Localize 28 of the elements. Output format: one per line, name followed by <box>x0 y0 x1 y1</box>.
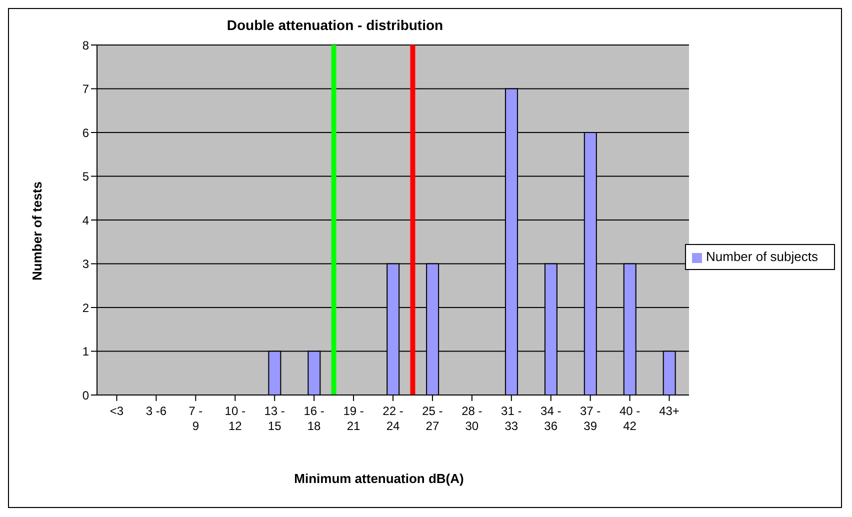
x-tick-label: <3 <box>110 404 124 418</box>
y-tick-label: 1 <box>82 344 90 359</box>
x-tick-label: 43+ <box>659 404 680 418</box>
x-tick-label: 13 - 15 <box>264 404 285 433</box>
x-tick-label: 19 - 21 <box>343 404 364 433</box>
x-tick-label: 3 -6 <box>146 404 167 418</box>
x-tick-label: 22 - 24 <box>382 404 404 433</box>
x-tick-label: 28 - 30 <box>462 404 482 433</box>
x-tick-label: 25 - 27 <box>422 404 443 433</box>
x-tick-label: 16 - 18 <box>304 404 324 433</box>
x-axis-title: Minimum attenuation dB(A) <box>293 471 465 486</box>
x-tick-label: 40 - 42 <box>619 404 640 433</box>
y-tick-label: 0 <box>82 388 90 402</box>
x-tick-label: 10 - 12 <box>224 404 246 433</box>
x-tick-label: 34 - 36 <box>540 404 562 433</box>
y-tick-label: 5 <box>82 170 90 184</box>
x-tick-label: 31 - 33 <box>501 404 522 433</box>
y-tick-label: 8 <box>82 38 90 52</box>
legend-label: Number of subjects <box>706 249 818 264</box>
y-tick-label: 7 <box>82 82 90 96</box>
y-tick-label: 6 <box>82 126 90 140</box>
x-tick-label: 37 - 39 <box>580 404 601 433</box>
y-tick-label: 2 <box>82 300 90 315</box>
y-axis-title: Number of tests <box>30 182 44 280</box>
chart-title: Double attenuation - distribution <box>226 17 444 33</box>
y-tick-label: 3 <box>82 257 90 272</box>
x-tick-label: 7 - 9 <box>188 404 203 433</box>
y-tick-label: 4 <box>82 213 90 228</box>
